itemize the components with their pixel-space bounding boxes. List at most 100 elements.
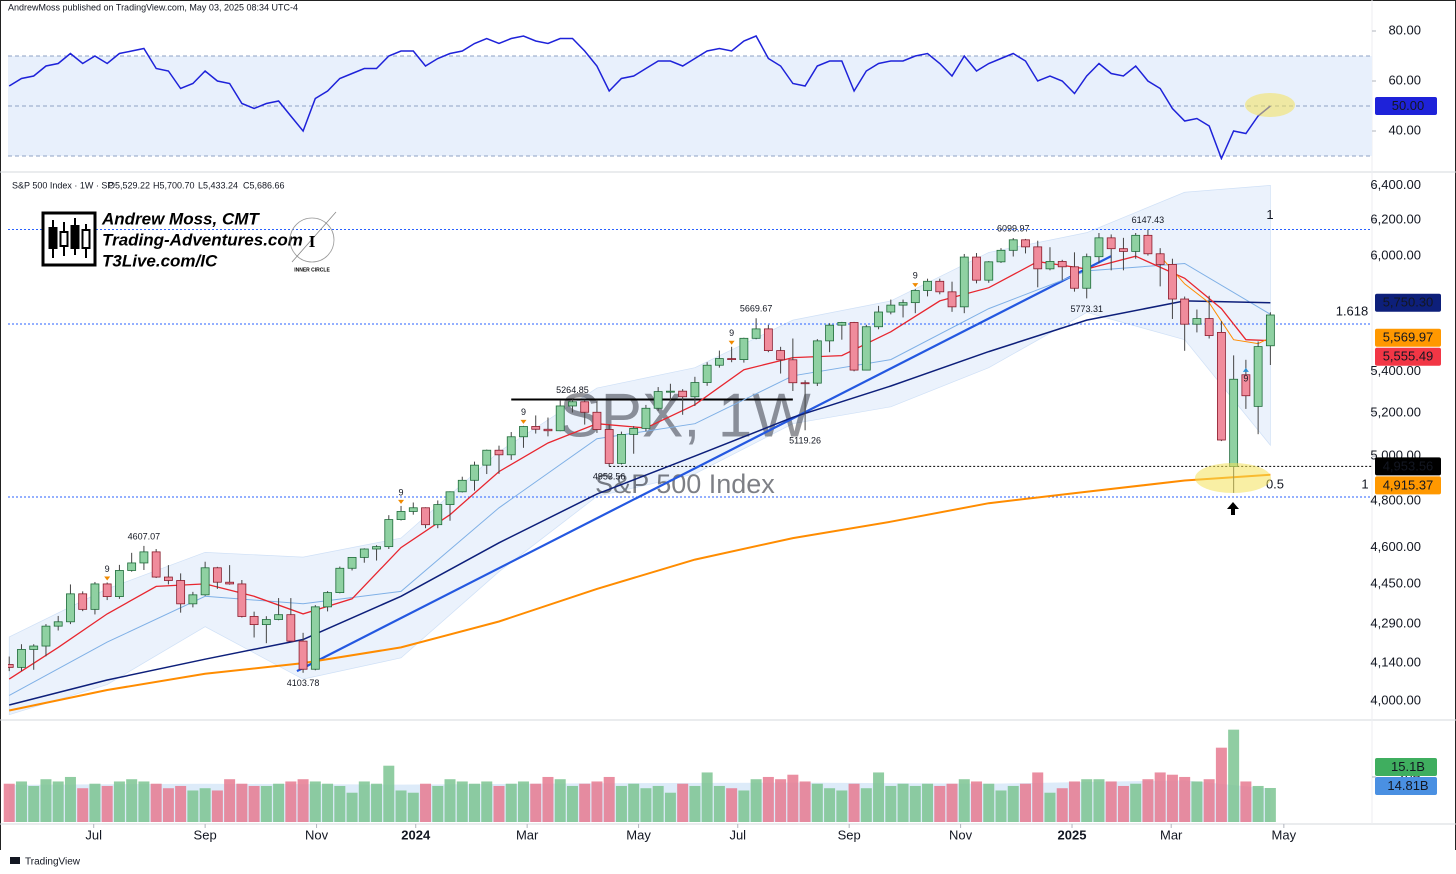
volume-bar [224,779,236,822]
volume-bar [762,776,774,822]
arrow-up [1227,502,1239,515]
price-badge-label: 5,555.49 [1383,349,1434,364]
volume-bar [52,781,64,822]
candle-body [1241,374,1251,397]
inner-circle-text: INNER CIRCLE [294,267,330,273]
y-tick-label: 4,140.00 [1370,655,1421,670]
candle-body [445,491,455,505]
volume-bar [958,779,970,822]
volume-bar [1203,779,1215,822]
candle-body [849,322,859,371]
volume-bar [1056,788,1068,822]
moving-average [9,300,1271,706]
volume-bar [677,783,689,822]
candle-body [837,322,847,326]
candle-body [653,391,663,409]
y-tick-label: 80.00 [1388,22,1421,37]
volume-bar [1191,781,1203,822]
x-tick-label: Sep [194,827,217,842]
volume-bar [1240,781,1252,822]
volume-bar [934,785,946,822]
volume-bar [1105,781,1117,822]
volume-bar [775,779,787,822]
volume-average [9,780,1271,822]
td-marker [104,576,111,581]
candle-body [666,390,675,393]
y-tick-label: 4,000.00 [1370,692,1421,707]
candle-body [898,302,908,306]
price-badge-label: 5,569.97 [1383,330,1434,345]
candle-body [1155,253,1165,265]
candle-body [8,664,14,668]
candle-body [1033,246,1043,270]
volume-bar [138,781,150,822]
candle-body [1168,264,1177,300]
volume-bar [407,792,419,822]
candle-body [115,570,124,597]
logo: Andrew Moss, CMT Trading-Adventures.com … [41,209,337,273]
legend: S&P 500 Index · 1W · SP [12,180,113,190]
candle-body [776,350,786,361]
volume-bar [946,783,958,822]
volume-bar [530,783,542,822]
candle-body [335,567,345,593]
td-label: 9 [729,328,734,338]
x-tick-label: May [1272,827,1297,842]
candle-body [555,405,565,432]
ohlc-label: L5,433.24 [198,180,238,190]
volume-bar [1081,779,1093,822]
price-badge [1375,97,1437,115]
candle-body [1008,239,1018,251]
candle-body [237,583,247,617]
x-tick-label: 2024 [401,827,431,842]
volume-bar [1215,747,1227,822]
td-label: 9 [913,271,918,281]
volume-bar [322,783,334,822]
volume-bar [1130,783,1142,822]
candle-body [959,256,969,308]
volume-bar [3,783,15,822]
volume-bar [1154,772,1166,822]
volume-bar [187,790,199,822]
y-tick-label: 4,600.00 [1370,539,1421,554]
candle-body [604,429,614,464]
volume-bar [1179,776,1191,822]
volume-bar [517,781,529,822]
ohlc-label: H5,700.70 [153,180,195,190]
x-tick-label: Nov [949,827,973,842]
price-badge [1375,328,1441,347]
y-tick-label: 4,800.00 [1370,492,1421,507]
candle-body [494,449,504,456]
volume-bar [971,781,983,822]
candle-body [298,640,308,670]
candle-body [1119,248,1128,252]
candle-body [1180,298,1190,325]
price-annotation: 4607.07 [128,531,161,541]
candle-body [1106,237,1116,250]
candle-body [139,551,149,564]
candle-body [188,594,198,605]
volume-bar [1019,783,1031,822]
publish-header: AndrewMoss published on TradingView.com,… [8,2,298,12]
candle-body [78,593,88,610]
volume-bar [346,792,358,822]
candle-body [1070,266,1079,289]
candle-body [1229,378,1239,467]
volume-bar [334,785,346,822]
volume-bar [371,783,383,822]
footer-bar [0,850,1456,874]
volume-pane [3,729,1276,822]
candle-body [151,551,161,578]
volume-bar [395,790,407,822]
candle-body [727,358,737,360]
candle-body [788,359,798,384]
td-marker [912,283,919,288]
candle-body [359,548,369,558]
price-pane [8,229,1275,712]
volume-bar [285,781,297,822]
x-tick-label: May [626,827,651,842]
candle-body [41,625,51,647]
price-annotation: 4103.78 [287,678,320,688]
